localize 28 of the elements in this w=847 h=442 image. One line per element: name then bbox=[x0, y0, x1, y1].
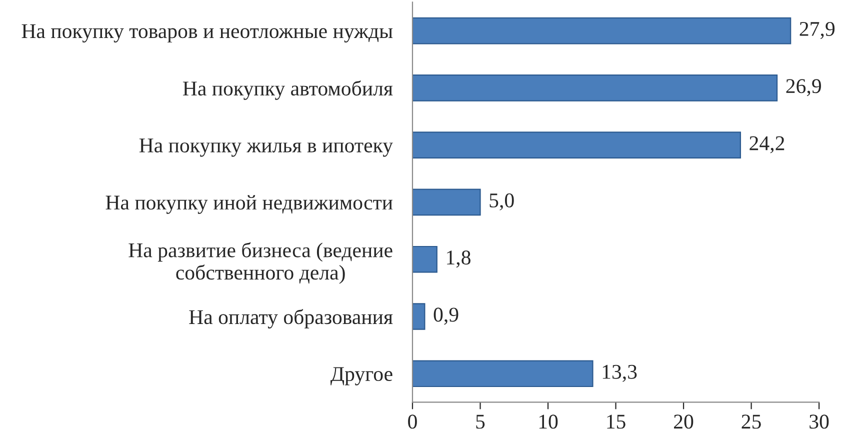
data-label: 26,9 bbox=[786, 79, 821, 96]
y-tick-label: На покупку жилья в ипотеку bbox=[139, 138, 393, 157]
data-label: 13,3 bbox=[602, 364, 637, 382]
x-tick-label: 10 bbox=[539, 414, 558, 429]
bar bbox=[412, 246, 438, 273]
x-tick-label: 0 bbox=[408, 414, 417, 429]
x-tick-label: 15 bbox=[607, 414, 626, 429]
y-tick-label: На покупку товаров и неотложные нужды bbox=[22, 24, 393, 42]
bar bbox=[412, 17, 792, 44]
bar bbox=[412, 132, 741, 158]
y-tick-label: На покупку иной недвижимости bbox=[106, 195, 393, 214]
bar bbox=[412, 188, 481, 216]
x-tick-label: 25 bbox=[742, 414, 761, 429]
bar bbox=[412, 74, 778, 102]
bar bbox=[412, 360, 594, 388]
x-tick-label: 5 bbox=[476, 414, 485, 429]
y-tick-label: На развитие бизнеса (ведение собственного дела) bbox=[128, 242, 392, 284]
y-tick-label: На оплату образования bbox=[189, 309, 393, 328]
data-label: 27,9 bbox=[800, 22, 835, 39]
data-label: 0,9 bbox=[434, 308, 458, 325]
data-label: 1,8 bbox=[447, 250, 470, 268]
y-tick-label: Другое bbox=[330, 367, 392, 386]
x-tick-label: 20 bbox=[674, 414, 694, 429]
data-label: 5,0 bbox=[490, 193, 514, 210]
bar bbox=[412, 303, 426, 330]
data-label: 24,2 bbox=[750, 136, 784, 154]
x-tick-label: 30 bbox=[810, 414, 829, 429]
y-tick-label: На покупку автомобиля bbox=[182, 80, 393, 100]
